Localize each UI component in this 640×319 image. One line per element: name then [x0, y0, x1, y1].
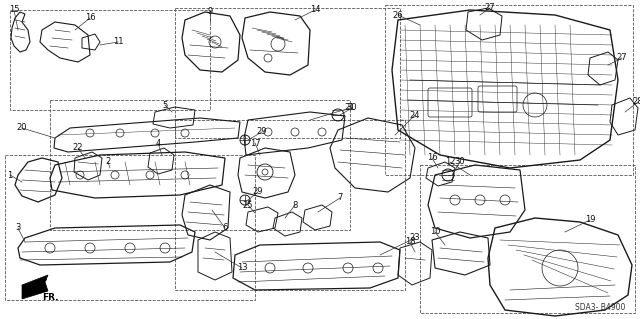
Bar	[175, 8, 400, 138]
Text: 6: 6	[222, 224, 228, 233]
Bar	[50, 100, 350, 230]
Text: 14: 14	[310, 5, 320, 14]
Text: FR.: FR.	[42, 293, 58, 302]
Text: 19: 19	[585, 216, 595, 225]
Text: 8: 8	[292, 201, 298, 210]
Text: 28: 28	[633, 98, 640, 107]
Text: 18: 18	[404, 238, 415, 247]
Bar	[10, 10, 210, 110]
Text: 29: 29	[257, 128, 268, 137]
Text: 9: 9	[207, 8, 212, 17]
Text: 23: 23	[410, 234, 420, 242]
Text: SDA3- B4900: SDA3- B4900	[575, 303, 625, 312]
Text: 16: 16	[427, 153, 437, 162]
Text: 10: 10	[429, 227, 440, 236]
Text: 30: 30	[454, 158, 465, 167]
Text: 2: 2	[106, 158, 111, 167]
Text: 5: 5	[163, 100, 168, 109]
Text: 21: 21	[345, 103, 355, 113]
Bar	[5, 155, 255, 300]
Text: 17: 17	[250, 138, 260, 147]
Text: 3: 3	[15, 224, 20, 233]
Text: 4: 4	[156, 138, 161, 147]
Bar	[385, 5, 633, 175]
Bar	[420, 165, 635, 313]
Text: 22: 22	[73, 144, 83, 152]
Text: 27: 27	[617, 54, 627, 63]
Text: 30: 30	[347, 103, 357, 113]
Text: 29: 29	[253, 188, 263, 197]
Text: 16: 16	[84, 13, 95, 23]
Bar	[175, 120, 405, 290]
Text: 12: 12	[445, 158, 455, 167]
Polygon shape	[22, 275, 48, 299]
Text: 24: 24	[410, 110, 420, 120]
Text: 1: 1	[8, 170, 13, 180]
Text: 7: 7	[337, 194, 342, 203]
Text: 15: 15	[9, 5, 19, 14]
Text: 26: 26	[393, 11, 403, 19]
Text: 20: 20	[17, 123, 28, 132]
Text: 13: 13	[237, 263, 247, 272]
Text: 27: 27	[484, 4, 495, 12]
Text: 11: 11	[113, 38, 124, 47]
Text: 25: 25	[243, 201, 253, 210]
